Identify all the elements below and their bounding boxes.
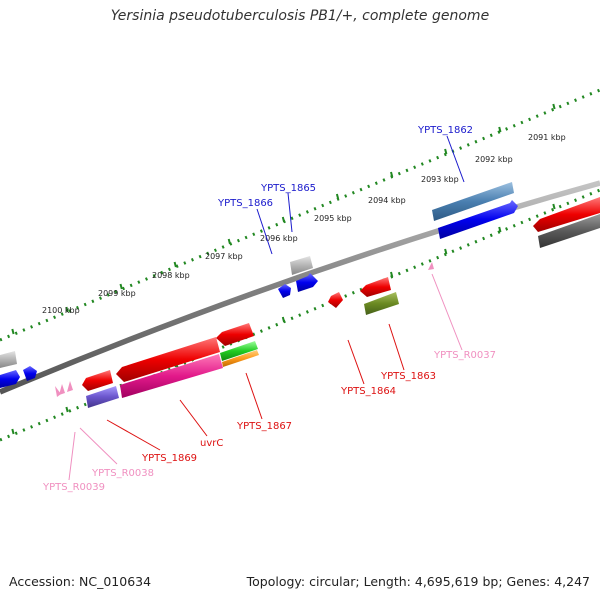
gene-feature-ypts-1867-green[interactable] (220, 341, 258, 361)
gene-label-ypts-1866[interactable]: YPTS_1866 (217, 198, 273, 209)
leader-ypts-r0039 (68, 431, 76, 481)
gene-feature-uvrc[interactable] (116, 337, 220, 382)
gene-label-ypts-r0039[interactable]: YPTS_R0039 (42, 482, 105, 493)
rna-feature-ypts-r0039-a[interactable] (59, 384, 65, 395)
gene-label-ypts-1869[interactable]: YPTS_1869 (141, 453, 197, 464)
gene-feature-dark-right[interactable] (538, 214, 600, 248)
ruler-label-2093: 2093 kbp (421, 175, 459, 184)
leader-uvrc (179, 399, 208, 437)
gene-feature-ypts-1867[interactable] (216, 323, 254, 346)
leader-ypts-r0038 (79, 427, 118, 465)
ruler-label-2099: 2099 kbp (98, 289, 136, 298)
genome-summary-text: Topology: circular; Length: 4,695,619 bp… (246, 574, 590, 589)
gene-feature-ypts-1866[interactable] (290, 256, 313, 275)
leader-ypts-1866 (256, 208, 273, 255)
ruler-label-2092: 2092 kbp (475, 155, 513, 164)
label-leader-lines (68, 135, 465, 481)
gene-feature-reverse-right[interactable] (533, 197, 600, 232)
gene-label-ypts-1864[interactable]: YPTS_1864 (340, 386, 396, 397)
gene-feature-uvrc-pink[interactable] (120, 354, 223, 398)
outer-ruler-dots (0, 88, 600, 342)
gene-feature-ypts-1865[interactable] (296, 273, 318, 292)
rna-feature-ypts-r0039-b[interactable] (55, 386, 61, 397)
gene-label-ypts-1865[interactable]: YPTS_1865 (260, 183, 316, 194)
ruler-label-2097: 2097 kbp (205, 252, 243, 261)
ruler-label-2091: 2091 kbp (528, 133, 566, 142)
gene-feature-ypts-1864[interactable] (328, 292, 343, 308)
accession-text: Accession: NC_010634 (9, 574, 152, 589)
gene-feature-ypts-1869[interactable] (82, 370, 113, 391)
gene-feature-gray-left[interactable] (0, 351, 17, 368)
ruler-label-2100: 2100 kbp (42, 306, 80, 315)
gene-feature-forward-left-small[interactable] (23, 366, 37, 381)
leader-ypts-1865 (287, 192, 293, 233)
map-title: Yersinia pseudotuberculosis PB1/+, compl… (110, 8, 490, 24)
gene-feature-ypts-1869-purple[interactable] (86, 386, 119, 408)
gene-feature-forward-1862-strand[interactable] (438, 200, 518, 239)
ruler-label-2096: 2096 kbp (260, 234, 298, 243)
gene-feature-ypts-1863-olive[interactable] (364, 292, 399, 315)
gene-label-ypts-r0037[interactable]: YPTS_R0037 (433, 350, 496, 361)
gene-label-ypts-r0038[interactable]: YPTS_R0038 (91, 468, 154, 479)
leader-ypts-1864 (347, 339, 365, 385)
rna-feature-ypts-r0038[interactable] (67, 381, 73, 392)
gene-label-ypts-1862[interactable]: YPTS_1862 (417, 125, 473, 136)
leader-ypts-1867 (245, 372, 263, 420)
leader-ypts-1862 (446, 135, 465, 183)
ruler-label-2095: 2095 kbp (314, 214, 352, 223)
gene-feature-ypts-1867-orange[interactable] (222, 350, 259, 367)
ruler-label-2098: 2098 kbp (152, 271, 190, 280)
gene-label-ypts-1867[interactable]: YPTS_1867 (236, 421, 292, 432)
leader-ypts-1863 (388, 323, 405, 371)
leader-ypts-r0037 (431, 273, 463, 351)
gene-feature-ypts-1863[interactable] (360, 277, 391, 297)
leader-ypts-1869 (106, 419, 161, 451)
ruler-label-2094: 2094 kbp (368, 196, 406, 205)
gene-label-ypts-1863[interactable]: YPTS_1863 (380, 371, 436, 382)
gene-feature-forward-small[interactable] (278, 284, 291, 298)
gene-label-uvrc[interactable]: uvrC (200, 438, 223, 449)
gene-feature-forward-left[interactable] (0, 370, 20, 388)
outer-ruler-major-ticks (11, 103, 556, 335)
rna-feature-ypts-r0037[interactable] (428, 262, 434, 270)
gene-feature-ypts-1862[interactable] (432, 182, 514, 221)
